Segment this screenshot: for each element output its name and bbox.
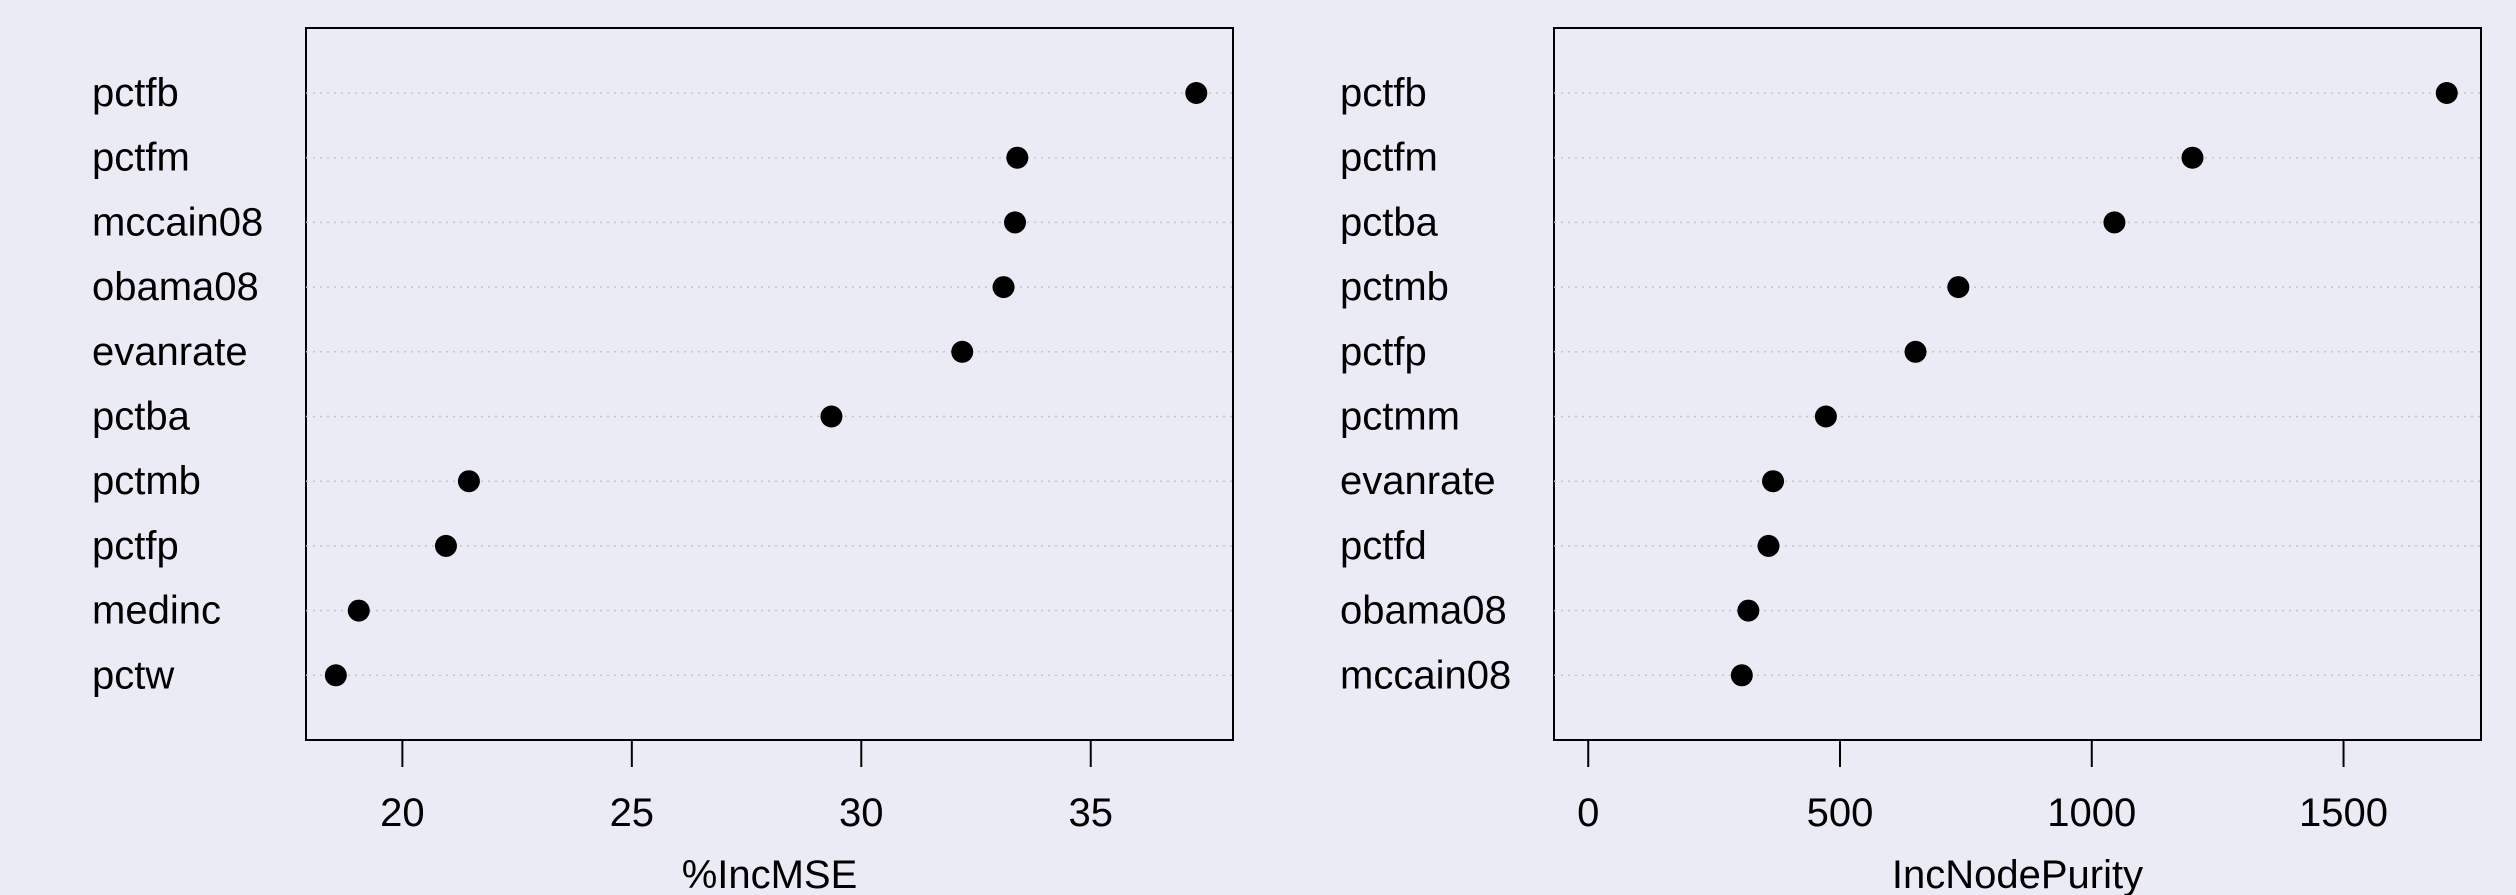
category-label: pctw <box>92 653 174 697</box>
data-point <box>457 470 480 493</box>
category-label: pctfm <box>92 136 190 180</box>
category-label: pctmb <box>1340 265 1449 309</box>
x-tick-label: 30 <box>839 791 884 835</box>
category-label: pctfm <box>1340 136 1438 180</box>
data-point <box>1947 276 1970 299</box>
category-label: pctba <box>1340 200 1439 244</box>
x-axis-title: IncNodePurity <box>1892 853 2143 895</box>
data-point <box>347 599 370 622</box>
data-point <box>992 276 1015 299</box>
data-point <box>2181 146 2204 169</box>
data-point <box>1814 405 1837 428</box>
category-label: pctfp <box>92 524 179 568</box>
x-tick-label: 20 <box>380 791 425 835</box>
data-point <box>1757 534 1780 557</box>
category-label: pctfp <box>1340 330 1427 374</box>
data-point <box>434 534 457 557</box>
plot-frame <box>305 27 1234 741</box>
category-label: obama08 <box>92 265 259 309</box>
data-point <box>324 664 347 687</box>
data-point <box>1737 599 1760 622</box>
x-tick-label: 35 <box>1068 791 1113 835</box>
x-tick-label: 0 <box>1577 791 1599 835</box>
panel-inc-node-purity: pctfb pctfm pctba pctmb pctfp pctmm evanrate pc… <box>1340 27 2482 895</box>
category-label: pctfb <box>1340 71 1427 115</box>
category-label: pctfb <box>92 71 179 115</box>
data-point <box>2435 82 2458 104</box>
category-label: pctfd <box>1340 524 1427 568</box>
x-tick-label: 500 <box>1807 791 1874 835</box>
category-label: obama08 <box>1340 589 1507 633</box>
plot-frame <box>1553 27 2482 741</box>
x-tick-label: 25 <box>610 791 655 835</box>
data-point <box>1762 470 1785 493</box>
category-label: pctba <box>92 395 191 439</box>
category-label: mccain08 <box>92 200 263 244</box>
data-point <box>1904 340 1927 363</box>
data-point <box>951 340 974 363</box>
category-label: evanrate <box>1340 459 1496 503</box>
category-label: mccain08 <box>1340 653 1511 697</box>
data-point <box>1006 146 1029 169</box>
category-label: evanrate <box>92 330 248 374</box>
category-label: medinc <box>92 589 221 633</box>
data-point <box>1185 82 1208 104</box>
data-point <box>820 405 843 428</box>
category-label: pctmb <box>92 459 201 503</box>
data-point <box>1004 211 1027 234</box>
data-point <box>1730 664 1753 687</box>
data-point <box>2103 211 2126 234</box>
panel-inc-mse: pctfb pctfm mccain08 obama08 evanrate pctba pc… <box>92 27 1234 895</box>
x-tick-label: 1000 <box>2047 791 2136 835</box>
category-label: pctmm <box>1340 395 1460 439</box>
x-axis-title: %IncMSE <box>682 853 858 895</box>
x-tick-label: 1500 <box>2299 791 2388 835</box>
